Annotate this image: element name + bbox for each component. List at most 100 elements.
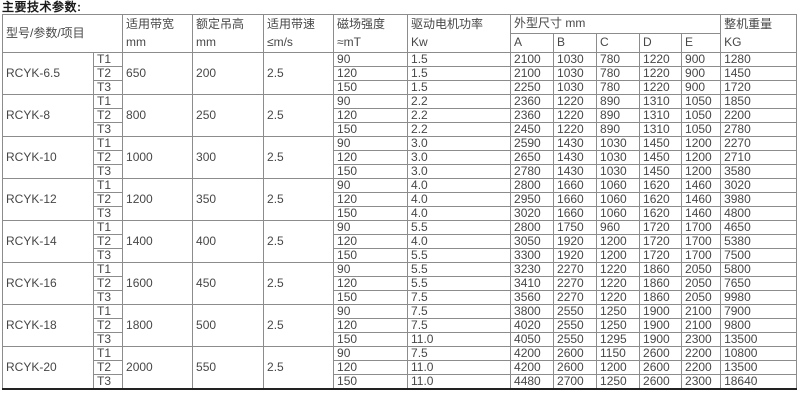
dim-c-cell: 1250: [596, 318, 641, 333]
magnetic-cell: 150: [333, 206, 409, 221]
weight-cell: 10800: [720, 346, 798, 361]
header-belt-speed-unit: ≤m/s: [267, 35, 293, 49]
variant-cell: T1: [92, 52, 124, 67]
header-dimensions: 外型尺寸 mm: [510, 14, 722, 34]
dim-e-cell: 2300: [681, 332, 722, 347]
variant-cell: T2: [92, 192, 124, 207]
power-cell: 2.2: [407, 94, 512, 109]
dim-a-cell: 2800: [510, 220, 555, 235]
dim-e-cell: 2050: [681, 262, 722, 277]
power-cell: 1.5: [407, 66, 512, 81]
variant-cell: T2: [92, 276, 124, 291]
dim-c-cell: 890: [596, 108, 641, 123]
dim-b-cell: 2700: [553, 374, 598, 390]
belt-width-cell: 1800: [122, 304, 194, 347]
model-cell: RCYK-18: [2, 304, 94, 347]
dim-b-cell: 2270: [553, 262, 598, 277]
header-row-1: 型号/参数/项目 适用带宽 mm 额定吊高 mm 适用带速 ≤m/s 磁场强度 …: [1, 14, 798, 53]
dim-b-cell: 1220: [553, 94, 598, 109]
power-cell: 3.0: [407, 136, 512, 151]
table-row: T2 120 4.0 2950 1660 1060 1620 1460 3980: [3, 192, 798, 207]
dim-c-cell: 1295: [596, 332, 641, 347]
dim-d-cell: 1620: [639, 192, 683, 207]
dim-b-cell: 1660: [553, 206, 598, 221]
power-cell: 4.0: [407, 206, 512, 221]
magnetic-cell: 150: [333, 122, 409, 137]
dim-d-cell: 1900: [639, 304, 683, 319]
variant-cell: T1: [92, 262, 124, 277]
variant-cell: T3: [92, 290, 124, 305]
power-cell: 4.0: [407, 178, 512, 193]
power-cell: 5.5: [407, 220, 512, 235]
dim-d-cell: 1860: [639, 276, 683, 291]
dim-d-cell: 1900: [639, 318, 683, 333]
table-row: RCYK-10 T1 1000 300 2.5 90 3.0 2590 1430 1030 1450…: [2, 136, 798, 179]
dim-d-cell: 2600: [639, 360, 683, 375]
dim-d-cell: 1720: [639, 248, 683, 263]
dim-e-cell: 2100: [681, 318, 722, 333]
model-cell: RCYK-20: [2, 346, 94, 390]
table-row: T3 150 11.0 4480 2700 1250 2600 2300 18640: [3, 374, 798, 390]
dim-e-cell: 2200: [681, 360, 722, 375]
dim-b-cell: 2270: [553, 276, 598, 291]
weight-cell: 7650: [720, 276, 798, 291]
table-row: T3 150 4.0 3020 1660 1060 1620 1460 4800: [3, 206, 798, 221]
dim-b-cell: 2550: [553, 318, 598, 333]
dim-b-cell: 1030: [553, 66, 598, 81]
dim-c-cell: 1150: [596, 346, 641, 361]
variant-cell: T3: [92, 80, 124, 95]
table-row: T3 150 5.5 3300 1920 1200 1720 1700 7500: [3, 248, 798, 263]
table-row: RCYK-6.5 T1 650 200 2.5 90 1.5 2100 1030 780 1220 9…: [2, 52, 798, 95]
weight-cell: 1850: [720, 94, 798, 109]
dim-c-cell: 1220: [596, 290, 641, 305]
power-cell: 5.5: [407, 262, 512, 277]
dim-d-cell: 1310: [639, 94, 683, 109]
dim-a-cell: 2950: [510, 192, 555, 207]
dim-d-cell: 1310: [639, 108, 683, 123]
dim-d-cell: 1860: [639, 262, 683, 277]
header-dim-e: E: [681, 33, 722, 53]
dim-d-cell: 1900: [639, 332, 683, 347]
dim-b-cell: 1660: [553, 178, 598, 193]
header-weight-label: 整机重量: [724, 17, 773, 31]
magnetic-cell: 90: [333, 94, 409, 109]
belt-width-cell: 1400: [122, 220, 194, 263]
belt-speed-cell: 2.5: [263, 262, 335, 305]
weight-cell: 9980: [720, 290, 798, 305]
dim-b-cell: 1430: [553, 150, 598, 165]
table-row: T3 150 11.0 4050 2550 1295 1900 2300 13500: [3, 332, 798, 347]
header-dim-c: C: [596, 33, 641, 53]
dim-e-cell: 1700: [681, 248, 722, 263]
lift-height-cell: 250: [192, 94, 265, 137]
dim-c-cell: 960: [596, 220, 641, 235]
header-model-label: 型号/参数/项目: [6, 26, 85, 40]
weight-cell: 3020: [720, 178, 798, 193]
dim-e-cell: 1200: [681, 150, 722, 165]
page-title: 主要技术参数:: [2, 0, 82, 14]
header-dim-b: B: [553, 33, 598, 53]
weight-cell: 2200: [720, 108, 798, 123]
dim-e-cell: 2200: [681, 346, 722, 361]
table-row: T2 120 4.0 3050 1920 1200 1720 1700 5380: [3, 234, 798, 249]
dim-c-cell: 890: [596, 122, 641, 137]
variant-cell: T1: [92, 178, 124, 193]
weight-cell: 7900: [720, 304, 798, 319]
dim-e-cell: 1200: [681, 164, 722, 179]
header-motor-power: 驱动电机功率 Kw: [407, 14, 512, 53]
variant-cell: T1: [92, 346, 124, 361]
table-row: T2 120 1.5 2100 1030 780 1220 900 1450: [3, 66, 798, 81]
table-header: 型号/参数/项目 适用带宽 mm 额定吊高 mm 适用带速 ≤m/s 磁场强度 …: [1, 14, 798, 53]
dim-a-cell: 3050: [510, 234, 555, 249]
weight-cell: 13500: [720, 332, 798, 347]
dim-d-cell: 1720: [639, 234, 683, 249]
power-cell: 7.5: [407, 346, 512, 361]
dim-d-cell: 1860: [639, 290, 683, 305]
magnetic-cell: 150: [333, 80, 409, 95]
table-row: RCYK-20 T1 2000 550 2.5 90 7.5 4200 2600 1150 2600…: [2, 346, 798, 390]
dim-a-cell: 2650: [510, 150, 555, 165]
header-motor-power-unit: Kw: [411, 35, 428, 49]
magnetic-cell: 120: [333, 360, 409, 375]
dim-d-cell: 1620: [639, 178, 683, 193]
dim-a-cell: 2800: [510, 178, 555, 193]
header-dim-d: D: [639, 33, 683, 53]
